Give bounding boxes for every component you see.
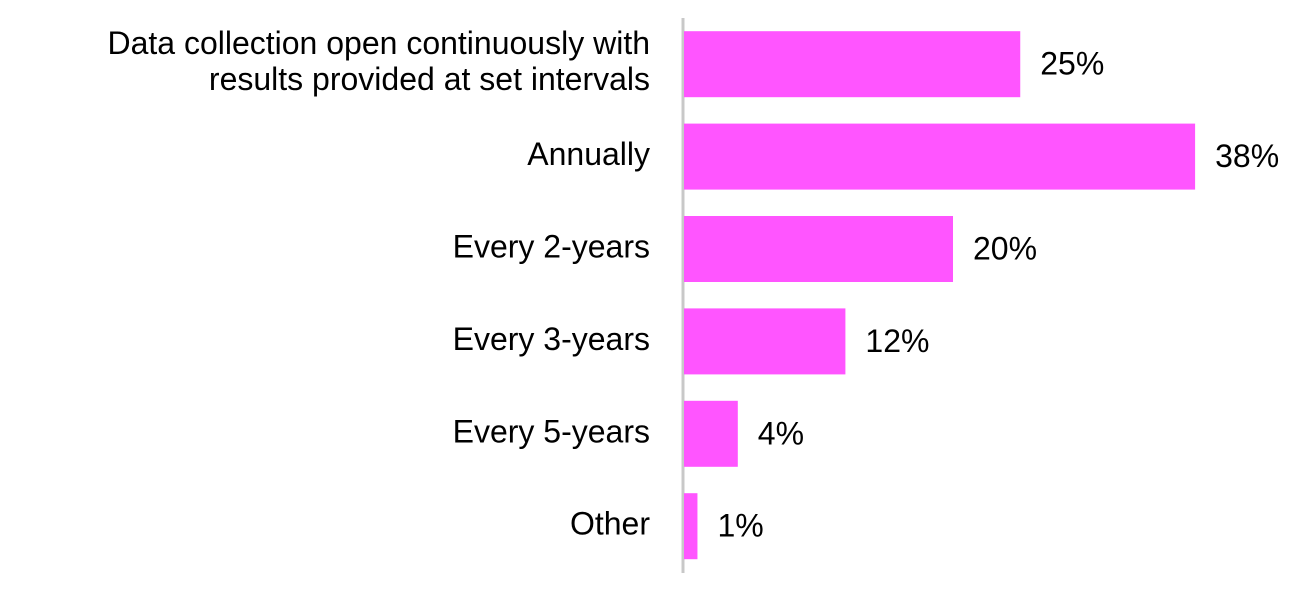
category-label: Other — [570, 506, 650, 542]
category-label: Every 5-years — [453, 413, 650, 449]
category-label: Data collection open continuously with re… — [107, 26, 650, 98]
bar — [684, 31, 1021, 98]
bar — [684, 123, 1196, 190]
bar — [684, 400, 738, 467]
value-label: 25% — [1040, 46, 1104, 82]
bar — [684, 216, 953, 282]
bar — [684, 308, 846, 375]
value-label: 1% — [717, 508, 763, 544]
category-label: Every 3-years — [453, 321, 650, 357]
category-label: Every 2-years — [453, 228, 650, 264]
category-label: Annually — [527, 136, 650, 172]
value-label: 12% — [865, 323, 929, 359]
value-label: 20% — [973, 230, 1037, 266]
value-label: 38% — [1215, 138, 1279, 174]
value-label: 4% — [758, 415, 804, 451]
bar — [684, 493, 698, 560]
